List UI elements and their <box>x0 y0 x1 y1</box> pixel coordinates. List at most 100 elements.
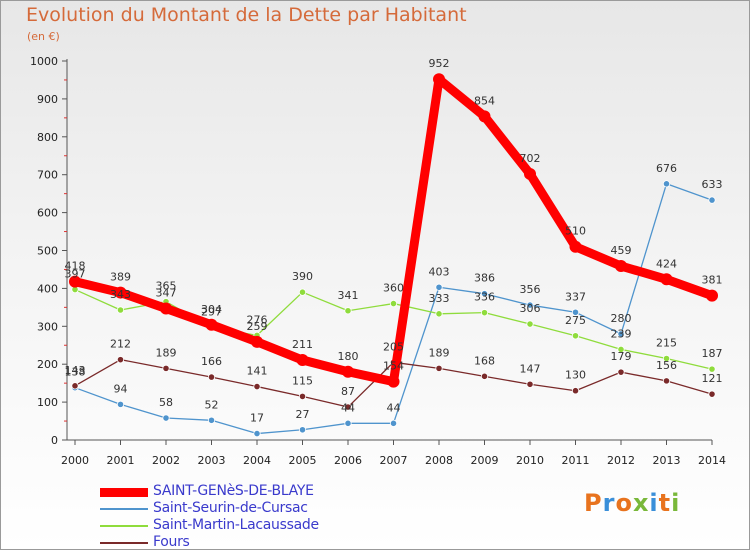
data-point <box>387 375 400 388</box>
data-label: 58 <box>159 396 173 409</box>
data-label: 306 <box>520 302 541 315</box>
data-label: 115 <box>292 374 313 387</box>
data-point <box>344 419 352 427</box>
data-point <box>162 364 170 372</box>
data-label: 381 <box>702 274 723 287</box>
data-point <box>480 309 489 317</box>
data-point <box>71 382 79 390</box>
data-label: 390 <box>292 270 313 283</box>
data-label: 854 <box>474 94 495 107</box>
data-label: 336 <box>474 291 495 304</box>
data-label: 141 <box>247 365 268 378</box>
y-tick-label: 1000 <box>30 55 58 68</box>
data-point <box>662 354 671 363</box>
data-point <box>344 403 352 411</box>
data-label: 179 <box>611 350 632 363</box>
data-label: 386 <box>474 272 495 285</box>
data-label: 121 <box>702 372 723 385</box>
data-label: 397 <box>65 268 86 281</box>
data-point <box>708 196 716 204</box>
data-point <box>162 414 170 422</box>
data-point <box>526 380 534 388</box>
data-label: 87 <box>341 385 355 398</box>
data-label: 27 <box>296 408 310 421</box>
data-point <box>344 307 352 315</box>
y-tick-label: 200 <box>37 358 58 371</box>
data-point <box>708 390 716 398</box>
legend-label: Fours <box>153 534 190 550</box>
data-label: 702 <box>520 152 541 165</box>
data-point <box>571 387 580 395</box>
data-point <box>480 290 489 298</box>
legend-label: SAINT-GENèS-DE-BLAYE <box>153 483 314 499</box>
data-label: 52 <box>205 398 219 411</box>
logo-letter: x <box>632 489 650 517</box>
data-point <box>480 372 489 380</box>
data-point <box>662 180 671 188</box>
data-label: 459 <box>611 244 632 257</box>
data-point <box>342 365 354 378</box>
x-tick-label: 2011 <box>562 454 590 467</box>
y-tick-label: 300 <box>37 320 58 333</box>
x-tick-label: 2000 <box>61 454 89 467</box>
data-point <box>708 365 716 373</box>
data-point <box>433 73 445 86</box>
data-label: 130 <box>565 369 586 382</box>
proxiti-logo: Proxiti <box>584 489 680 517</box>
data-label: 365 <box>156 280 177 293</box>
legend-swatch <box>100 487 148 497</box>
y-tick-label: 0 <box>51 434 58 447</box>
x-tick-label: 2004 <box>243 454 271 467</box>
data-point <box>615 260 627 273</box>
data-label: 259 <box>247 320 268 333</box>
legend-swatch <box>100 542 148 544</box>
legend-swatch <box>100 508 148 510</box>
data-point <box>389 419 398 427</box>
x-tick-label: 2012 <box>607 454 635 467</box>
data-label: 389 <box>110 271 131 284</box>
data-point <box>435 364 443 372</box>
legend-swatch <box>100 525 148 527</box>
data-label: 304 <box>201 303 222 316</box>
data-label: 212 <box>110 338 131 351</box>
y-tick-label: 800 <box>37 131 58 144</box>
logo-letter: t <box>658 489 672 517</box>
data-label: 168 <box>474 354 495 367</box>
legend-label: Saint-Seurin-de-Cursac <box>153 500 308 516</box>
data-point <box>478 110 491 123</box>
data-point <box>116 356 125 364</box>
y-tick-label: 100 <box>37 396 58 409</box>
data-label: 166 <box>201 355 222 368</box>
data-point <box>205 318 218 331</box>
y-tick-label: 700 <box>37 169 58 182</box>
x-tick-label: 2006 <box>334 454 362 467</box>
data-point <box>69 275 81 288</box>
data-label: 189 <box>156 346 177 359</box>
data-label: 297 <box>201 305 222 318</box>
data-point <box>571 332 580 340</box>
data-label: 211 <box>292 338 313 351</box>
x-tick-label: 2010 <box>516 454 544 467</box>
data-label: 187 <box>702 347 723 360</box>
data-label: 280 <box>611 312 632 325</box>
y-tick-label: 400 <box>37 282 58 295</box>
data-point <box>114 286 127 299</box>
data-point <box>435 283 443 291</box>
x-tick-label: 2002 <box>152 454 180 467</box>
data-point <box>435 310 443 318</box>
data-point <box>660 273 673 286</box>
data-point <box>617 330 625 338</box>
data-point <box>253 382 261 391</box>
data-label: 147 <box>520 362 541 375</box>
x-tick-label: 2009 <box>471 454 499 467</box>
data-label: 180 <box>338 350 359 363</box>
x-tick-label: 2003 <box>198 454 226 467</box>
x-tick-label: 2007 <box>380 454 408 467</box>
data-label: 676 <box>656 162 677 175</box>
logo-letter: i <box>649 489 659 517</box>
y-tick-label: 500 <box>37 245 58 258</box>
data-label: 154 <box>383 360 404 373</box>
data-point <box>298 392 307 401</box>
